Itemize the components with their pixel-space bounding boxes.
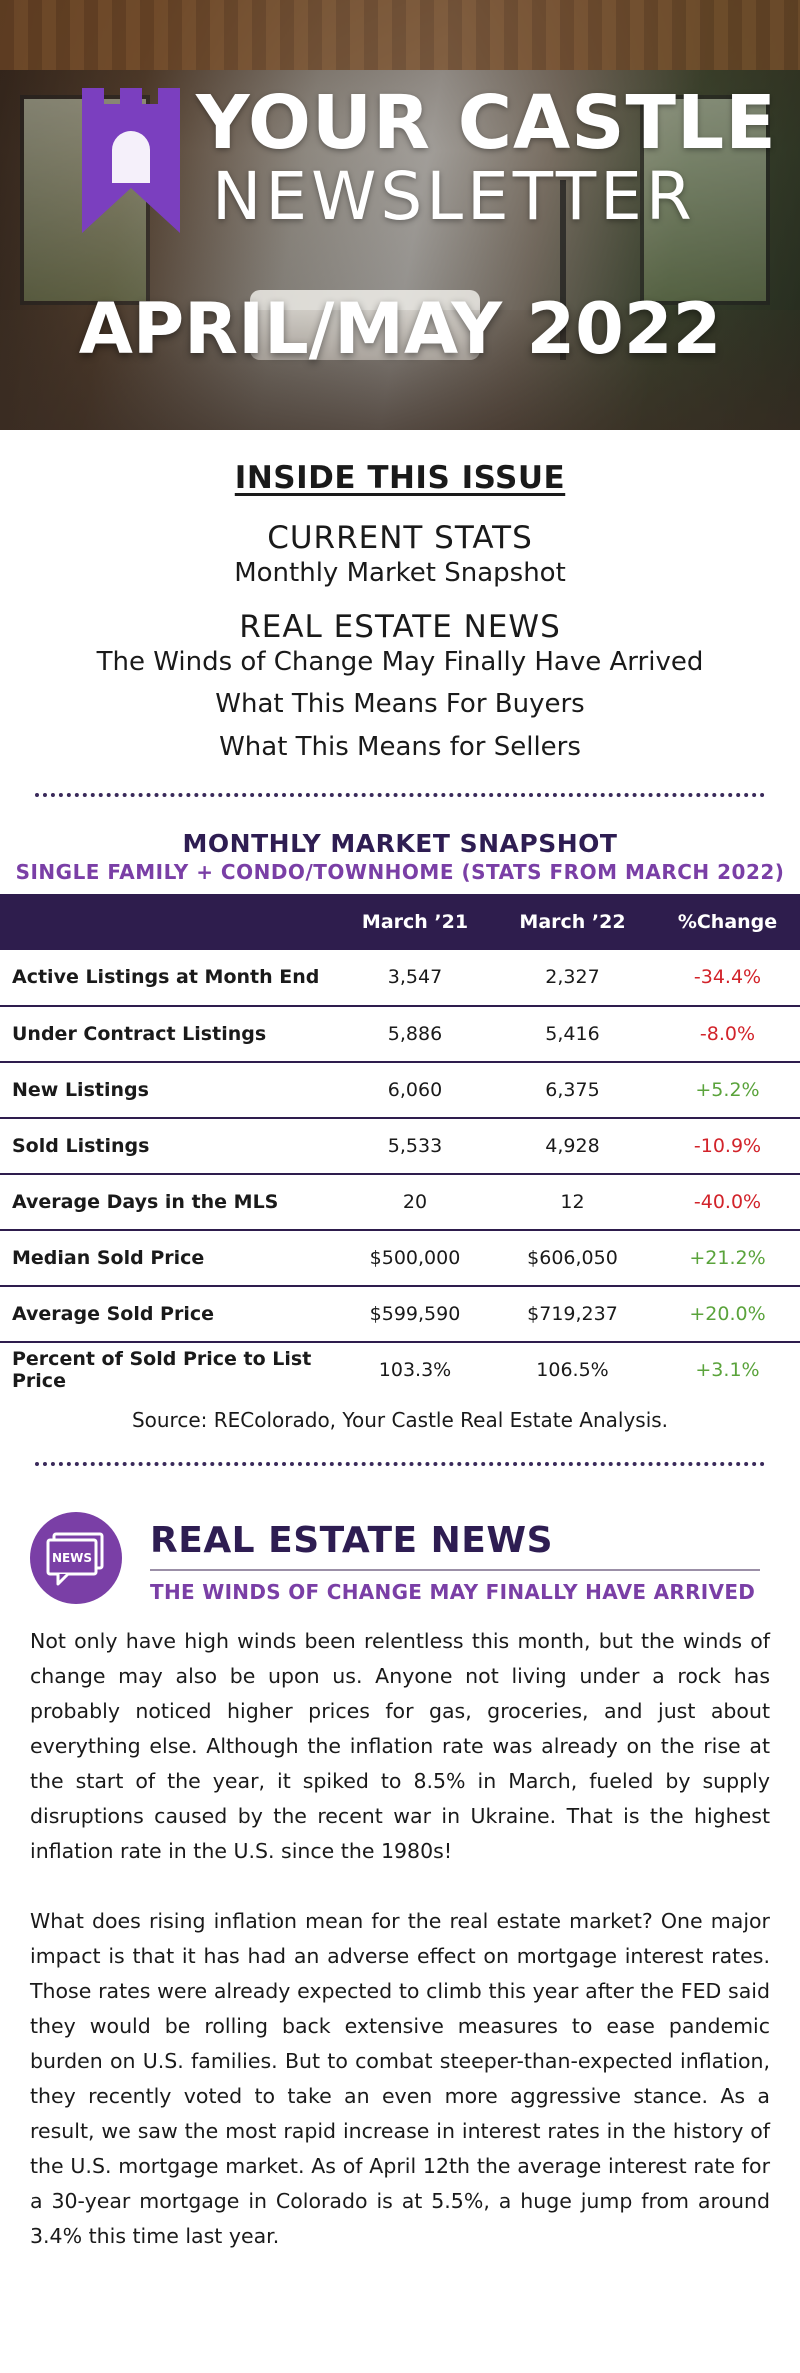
- cell-march-21: 103.3%: [378, 1359, 452, 1382]
- news-section-title: REAL ESTATE NEWS: [150, 1519, 554, 1561]
- toc-group-current-stats: CURRENT STATS Monthly Market Snapshot: [0, 520, 800, 589]
- table-row: Under Contract Listings 5,886 5,416 -8.0…: [0, 1005, 800, 1063]
- table-row: Average Days in the MLS 20 12 -40.0%: [0, 1173, 800, 1231]
- news-title-rule: [150, 1568, 760, 1571]
- column-header: [0, 894, 340, 950]
- toc-section-title: CURRENT STATS: [267, 520, 533, 556]
- row-label: Under Contract Listings: [0, 1005, 340, 1063]
- hero-lamp: [560, 180, 566, 360]
- table-row: Percent of Sold Price to List Price 103.…: [0, 1342, 800, 1398]
- cell-march-21: 3,547: [340, 949, 490, 1007]
- cell-march-22: 5,416: [490, 1005, 655, 1063]
- cell-march-22: 4,928: [490, 1117, 655, 1175]
- cell-march-21: 5,533: [340, 1117, 490, 1175]
- issue-date: APRIL/MAY 2022: [78, 288, 722, 370]
- row-label: Percent of Sold Price to List Price: [12, 1348, 312, 1393]
- article-paragraph: Not only have high winds been relentless…: [30, 1628, 770, 1863]
- dotted-divider: [35, 792, 765, 797]
- news-article-headline: THE WINDS OF CHANGE MAY FINALLY HAVE ARR…: [150, 1579, 756, 1604]
- table-header-row: March ’21 March ’22 %Change: [0, 893, 800, 950]
- column-header: March ’21: [361, 910, 469, 933]
- table-of-contents: INSIDE THIS ISSUE CURRENT STATS Monthly …: [0, 430, 800, 763]
- cell-march-22: $606,050: [490, 1229, 655, 1287]
- cell-change: +20.0%: [655, 1285, 800, 1343]
- cell-change: +5.2%: [655, 1061, 800, 1119]
- hero-banner: YOUR CASTLE NEWSLETTER APRIL/MAY 2022: [0, 0, 800, 430]
- column-header: March ’22: [519, 910, 626, 933]
- cell-march-21: 20: [340, 1173, 490, 1231]
- toc-item[interactable]: What This Means for Sellers: [219, 731, 581, 762]
- table-row: Active Listings at Month End 3,547 2,327…: [0, 949, 800, 1007]
- cell-march-21: 6,060: [340, 1061, 490, 1119]
- row-label: Average Sold Price: [0, 1285, 340, 1343]
- snapshot-title: MONTHLY MARKET SNAPSHOT: [182, 828, 618, 858]
- column-header: %Change: [677, 910, 778, 933]
- row-label: Median Sold Price: [0, 1229, 340, 1287]
- cell-march-22: 12: [490, 1173, 655, 1231]
- castle-logo-icon: [82, 88, 180, 233]
- cell-march-22: 6,375: [490, 1061, 655, 1119]
- cell-march-21: $599,590: [340, 1285, 490, 1343]
- table-row: New Listings 6,060 6,375 +5.2%: [0, 1061, 800, 1119]
- toc-item[interactable]: Monthly Market Snapshot: [234, 558, 566, 588]
- news-badge-text: NEWS: [52, 1551, 92, 1565]
- cell-change: -8.0%: [655, 1005, 800, 1063]
- toc-item[interactable]: What This Means For Buyers: [215, 689, 585, 720]
- market-snapshot: MONTHLY MARKET SNAPSHOT SINGLE FAMILY + …: [0, 829, 800, 1432]
- cell-change: +3.1%: [695, 1359, 760, 1382]
- row-label: Sold Listings: [0, 1117, 340, 1175]
- hero-floor: [0, 310, 800, 430]
- table-row: Sold Listings 5,533 4,928 -10.9%: [0, 1117, 800, 1175]
- news-badge: NEWS: [30, 1511, 122, 1604]
- news-speech-bubble-icon: NEWS: [46, 1532, 104, 1586]
- row-label: Active Listings at Month End: [0, 949, 340, 1007]
- cell-change: -34.4%: [655, 949, 800, 1007]
- cell-march-22: 106.5%: [536, 1359, 609, 1382]
- hero-window: [640, 95, 770, 305]
- cell-march-22: 2,327: [490, 949, 655, 1007]
- cell-change: -10.9%: [655, 1117, 800, 1175]
- cell-march-21: 5,886: [340, 1005, 490, 1063]
- hero-ceiling: [0, 0, 800, 70]
- cell-march-21: $500,000: [340, 1229, 490, 1287]
- table-source-note: Source: REColorado, Your Castle Real Est…: [131, 1407, 669, 1432]
- snapshot-subtitle: SINGLE FAMILY + CONDO/TOWNHOME (STATS FR…: [15, 859, 785, 884]
- row-label: Average Days in the MLS: [0, 1173, 340, 1231]
- article-paragraph: What does rising inflation mean for the …: [30, 1908, 770, 2248]
- toc-section-title: REAL ESTATE NEWS: [239, 609, 561, 646]
- cell-change: -40.0%: [655, 1173, 800, 1231]
- newsletter-title: YOUR CASTLE: [196, 80, 777, 166]
- stats-table: March ’21 March ’22 %Change Active Listi…: [0, 893, 800, 1398]
- table-row: Median Sold Price $500,000 $606,050 +21.…: [0, 1229, 800, 1287]
- newsletter-subtitle: NEWSLETTER: [212, 158, 696, 235]
- toc-group-real-estate-news: REAL ESTATE NEWS The Winds of Change May…: [0, 609, 800, 763]
- row-label: New Listings: [0, 1061, 340, 1119]
- cell-change: +21.2%: [655, 1229, 800, 1287]
- news-header: NEWS REAL ESTATE NEWS THE WINDS OF CHANG…: [0, 1484, 800, 1614]
- dotted-divider: [35, 1461, 765, 1466]
- toc-heading: INSIDE THIS ISSUE: [234, 460, 566, 496]
- toc-item[interactable]: The Winds of Change May Finally Have Arr…: [96, 647, 704, 678]
- real-estate-news: NEWS REAL ESTATE NEWS THE WINDS OF CHANG…: [0, 1484, 800, 2254]
- table-row: Average Sold Price $599,590 $719,237 +20…: [0, 1285, 800, 1343]
- cell-march-22: $719,237: [490, 1285, 655, 1343]
